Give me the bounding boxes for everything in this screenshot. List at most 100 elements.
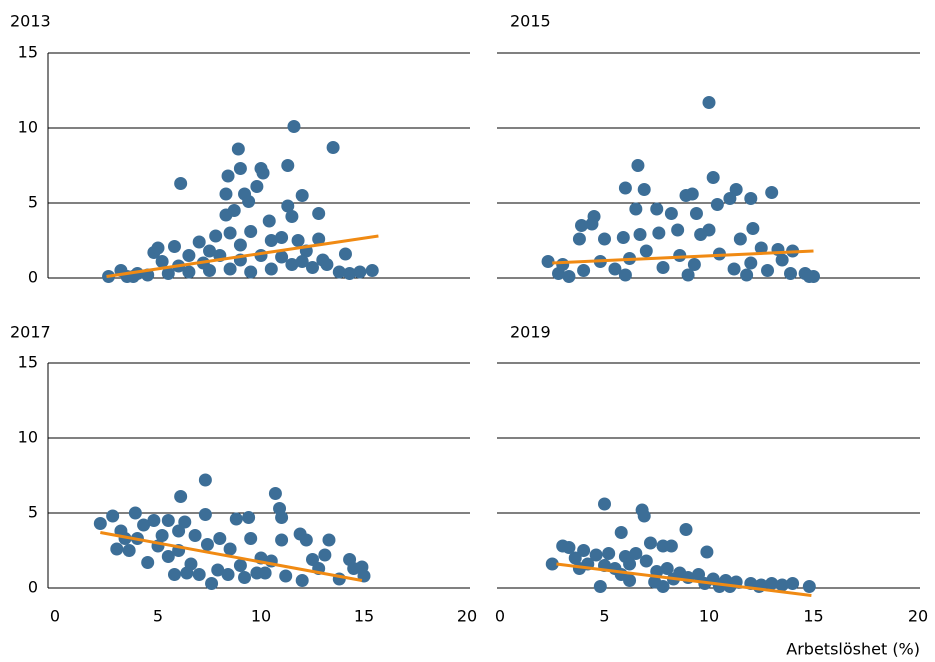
point xyxy=(671,223,685,237)
point xyxy=(295,574,309,587)
point xyxy=(761,264,775,277)
point xyxy=(295,255,309,268)
point xyxy=(291,234,305,247)
point xyxy=(629,202,643,216)
trend-line xyxy=(556,562,812,597)
point xyxy=(608,262,622,276)
point xyxy=(242,195,256,208)
point xyxy=(233,238,247,252)
point xyxy=(602,547,616,560)
point xyxy=(652,226,666,240)
point xyxy=(221,568,235,581)
point xyxy=(353,265,367,279)
point xyxy=(312,207,326,220)
point xyxy=(784,267,798,280)
point xyxy=(275,231,289,244)
point xyxy=(598,232,611,246)
point xyxy=(679,523,693,536)
point xyxy=(110,542,124,556)
point xyxy=(285,210,299,223)
point xyxy=(618,181,632,195)
x-tick-label: 10 xyxy=(699,607,719,626)
point xyxy=(556,258,570,271)
point xyxy=(775,578,789,592)
point xyxy=(802,270,816,283)
point xyxy=(694,228,708,241)
point xyxy=(631,159,645,172)
point xyxy=(616,231,630,244)
y-tick-label: 15 xyxy=(18,43,38,62)
point xyxy=(147,514,161,527)
point xyxy=(744,256,758,270)
point xyxy=(233,162,247,175)
y-tick-label: 5 xyxy=(28,193,38,212)
point xyxy=(306,261,319,274)
point xyxy=(664,207,678,220)
point xyxy=(137,518,151,532)
point xyxy=(681,268,695,282)
point xyxy=(639,244,653,258)
point xyxy=(219,187,233,201)
point xyxy=(637,509,651,523)
point xyxy=(172,524,186,538)
point xyxy=(151,241,165,255)
point xyxy=(650,202,664,216)
point xyxy=(223,262,237,276)
point xyxy=(312,232,326,246)
point xyxy=(712,580,726,593)
point xyxy=(295,189,309,202)
x-tick-label: 0 xyxy=(495,607,505,626)
point xyxy=(629,547,643,560)
point xyxy=(264,234,278,247)
point xyxy=(740,268,754,282)
point xyxy=(182,249,196,262)
x-tick-label: 15 xyxy=(354,607,374,626)
point xyxy=(572,232,586,246)
point xyxy=(585,217,599,231)
point xyxy=(623,557,637,571)
point xyxy=(320,258,334,271)
point xyxy=(233,559,247,572)
point xyxy=(174,490,188,503)
point xyxy=(633,228,647,241)
point xyxy=(765,186,779,199)
point xyxy=(174,177,188,190)
point xyxy=(775,253,789,267)
point xyxy=(161,514,175,527)
point xyxy=(706,171,720,184)
trend-line xyxy=(100,531,363,582)
point xyxy=(562,541,576,554)
point xyxy=(128,506,142,520)
x-tick-label: 5 xyxy=(153,607,163,626)
point xyxy=(200,538,214,551)
panel-title: 2015 xyxy=(510,12,551,31)
point xyxy=(250,180,264,193)
point xyxy=(710,198,724,211)
y-tick-label: 5 xyxy=(28,503,38,522)
point xyxy=(223,226,237,240)
point xyxy=(702,96,716,109)
y-tick-label: 10 xyxy=(18,428,38,447)
point xyxy=(618,268,632,282)
point xyxy=(746,222,760,235)
x-tick-label: 0 xyxy=(50,607,60,626)
point xyxy=(639,554,653,568)
point xyxy=(250,566,264,580)
point xyxy=(244,225,258,238)
point xyxy=(577,544,591,557)
point xyxy=(279,569,293,583)
point xyxy=(188,529,202,542)
point xyxy=(664,539,678,553)
point xyxy=(155,529,169,542)
point xyxy=(262,214,276,228)
point xyxy=(281,199,295,213)
point xyxy=(167,568,181,581)
point xyxy=(660,562,674,575)
point xyxy=(209,229,223,243)
point xyxy=(545,557,559,571)
point xyxy=(685,187,699,201)
trend-line xyxy=(552,249,814,265)
trend-line xyxy=(106,234,379,278)
point xyxy=(106,509,120,523)
point xyxy=(275,511,289,524)
